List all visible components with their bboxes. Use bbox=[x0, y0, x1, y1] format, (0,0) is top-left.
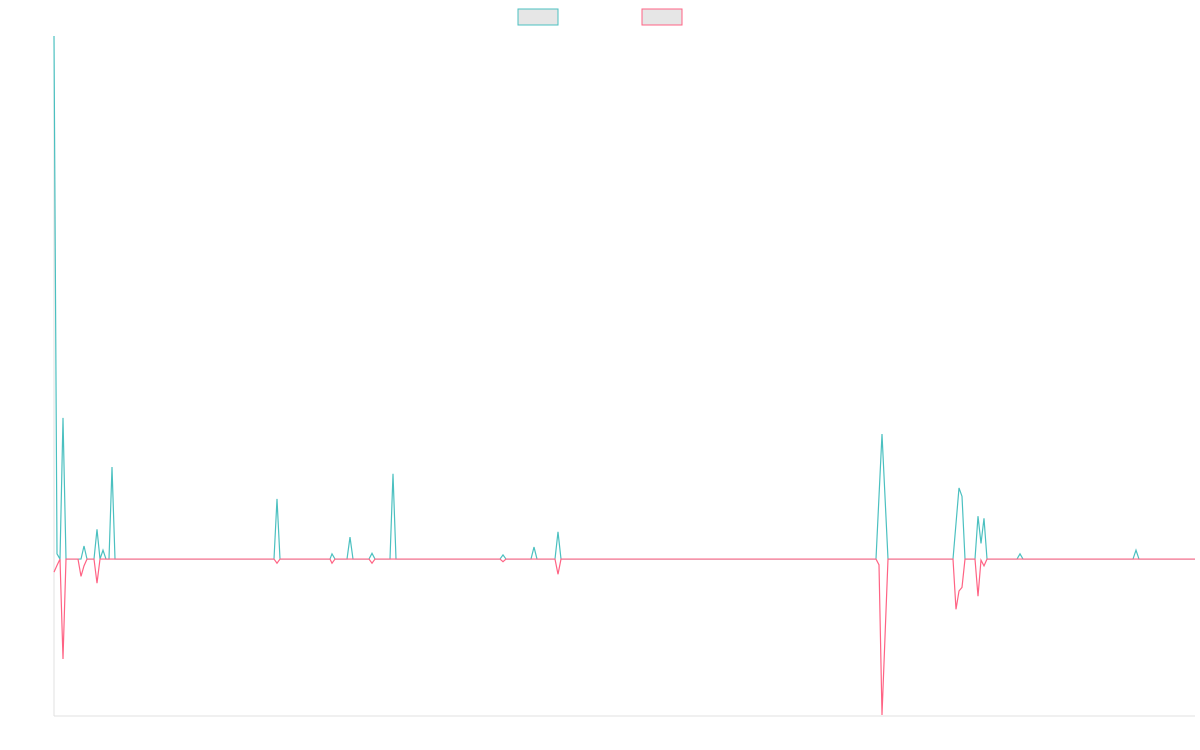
series-line bbox=[53, 558, 1195, 715]
legend-swatch bbox=[641, 8, 683, 26]
legend-swatch bbox=[517, 8, 559, 26]
series-line bbox=[53, 35, 1195, 562]
